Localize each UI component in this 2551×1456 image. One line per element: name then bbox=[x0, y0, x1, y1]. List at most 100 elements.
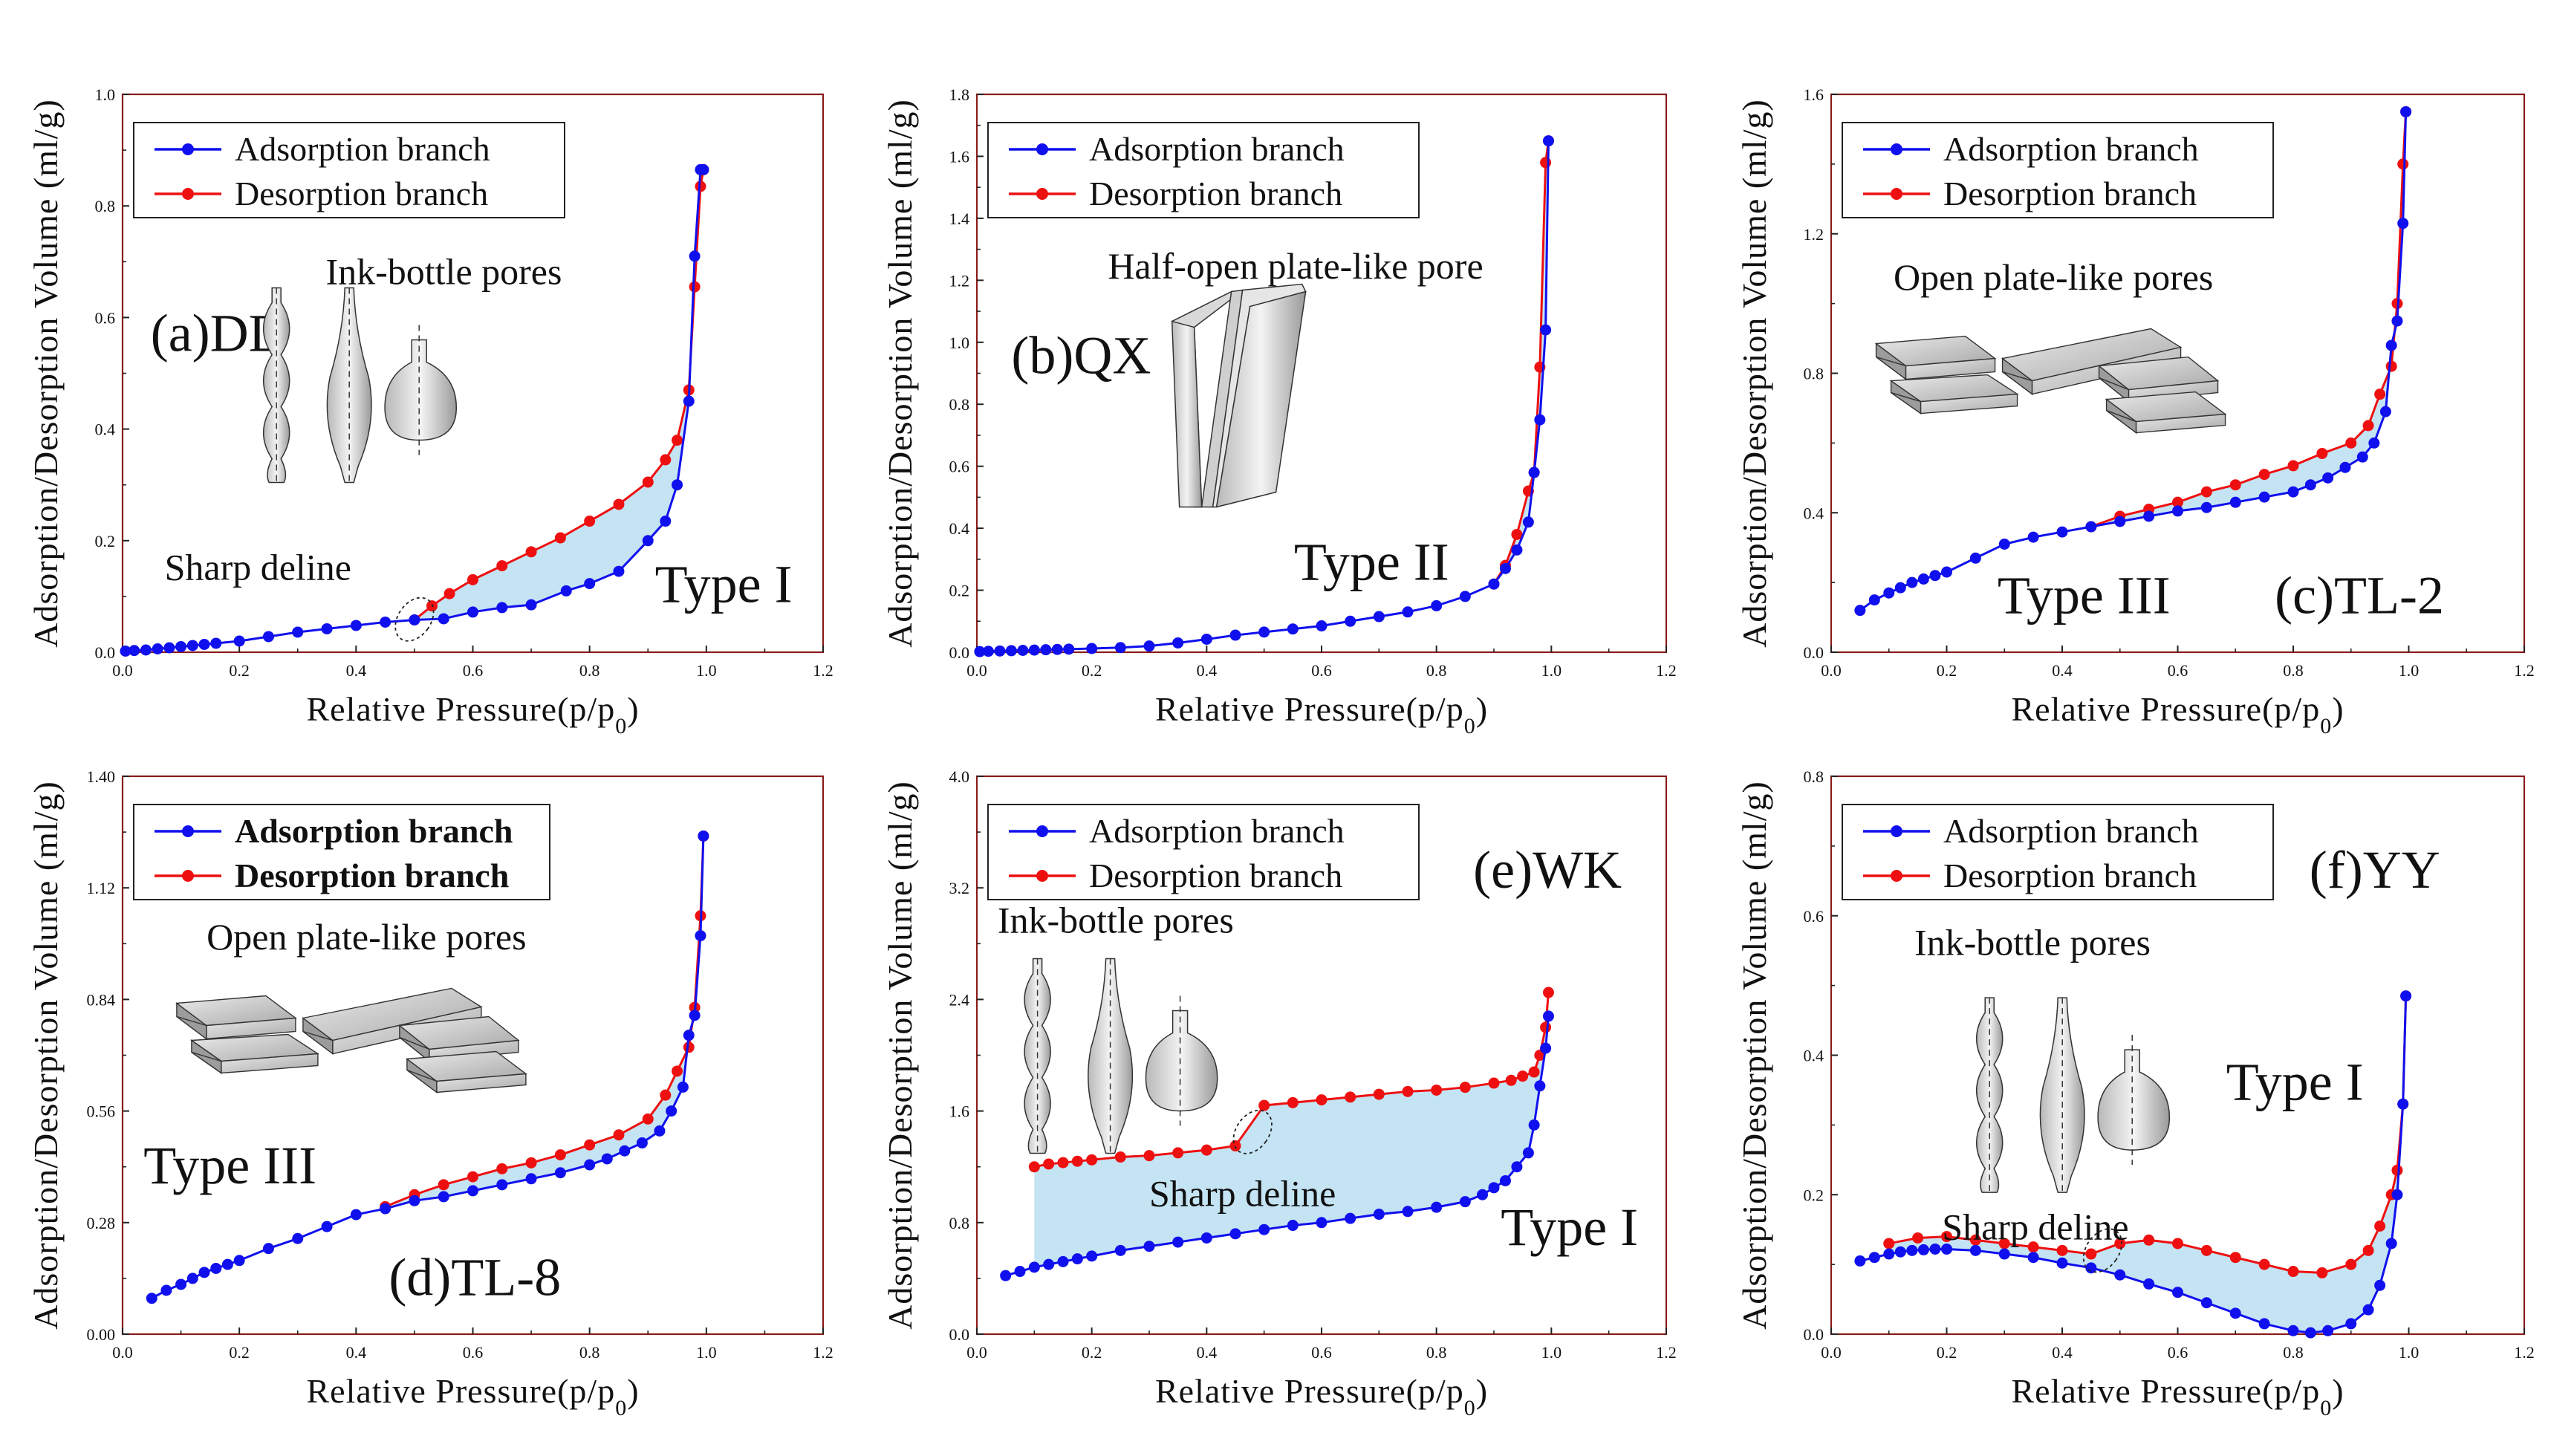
adsorption-point bbox=[2304, 1327, 2316, 1339]
desorption-point bbox=[2287, 1266, 2299, 1278]
legend-swatch-marker bbox=[1036, 825, 1048, 837]
pore-type-label: Open plate-like pores bbox=[207, 916, 526, 958]
isotherm-type-label: Type I bbox=[1501, 1197, 1638, 1257]
adsorption-point bbox=[1373, 611, 1385, 623]
desorption-point bbox=[2258, 469, 2270, 481]
adsorption-point bbox=[1540, 324, 1552, 336]
isotherm-type-label: Type II bbox=[1294, 532, 1449, 591]
adsorption-point bbox=[1854, 605, 1866, 617]
adsorption-point bbox=[1345, 1212, 1356, 1224]
desorption-point bbox=[1883, 1238, 1895, 1249]
adsorption-point bbox=[1057, 1255, 1069, 1267]
desorption-point bbox=[1057, 1157, 1069, 1169]
adsorption-point bbox=[1028, 644, 1040, 656]
adsorption-point bbox=[2339, 461, 2351, 473]
adsorption-point bbox=[2379, 406, 2391, 417]
adsorption-point bbox=[554, 1167, 566, 1179]
adsorption-point bbox=[1906, 576, 1918, 588]
x-tick-label: 0.8 bbox=[1426, 1343, 1447, 1362]
adsorption-point bbox=[2143, 510, 2155, 522]
adsorption-point bbox=[601, 1153, 613, 1165]
adsorption-point bbox=[695, 930, 706, 942]
adsorption-point bbox=[584, 1159, 596, 1171]
y-tick-label: 0.2 bbox=[1804, 1186, 1824, 1204]
x-tick-label: 1.2 bbox=[1656, 1343, 1677, 1362]
desorption-point bbox=[642, 476, 654, 488]
desorption-point bbox=[1316, 1094, 1328, 1106]
y-tick-label: 1.12 bbox=[87, 879, 116, 897]
desorption-point bbox=[2027, 1241, 2039, 1253]
adsorption-point bbox=[262, 631, 274, 643]
legend-entry: Adsorption branch bbox=[1943, 812, 2199, 850]
x-tick-label: 1.0 bbox=[2399, 1343, 2420, 1362]
y-axis-label: Adsorption/Desorption Volume (ml/g) bbox=[27, 781, 65, 1330]
x-tick-label: 0.2 bbox=[1937, 661, 1957, 680]
adsorption-point bbox=[1086, 643, 1098, 654]
legend-box bbox=[133, 122, 565, 218]
adsorption-point bbox=[689, 1010, 701, 1021]
x-tick-label: 0.6 bbox=[463, 1343, 484, 1362]
x-tick-label: 0.4 bbox=[346, 1343, 367, 1362]
panel-b: 0.0 0.2 0.4 0.6 0.8 1.0 1.2 0.0 0.2 0.4 0.6 0.8 1.0 1… bbox=[881, 85, 1677, 738]
desorption-point bbox=[1998, 1238, 2010, 1249]
legend-box bbox=[133, 804, 550, 900]
y-tick-label: 1.2 bbox=[1804, 225, 1824, 244]
adsorption-point bbox=[1229, 1228, 1241, 1240]
desorption-point bbox=[1043, 1158, 1055, 1170]
adsorption-point bbox=[262, 1243, 274, 1255]
adsorption-point bbox=[1868, 594, 1880, 606]
adsorption-point bbox=[129, 645, 140, 657]
open-plate-pores-icon bbox=[1874, 328, 2227, 434]
x-tick-label: 1.0 bbox=[1541, 661, 1562, 680]
isotherm-type-label: Type III bbox=[143, 1136, 316, 1195]
y-tick-label: 3.2 bbox=[949, 879, 970, 897]
desorption-point bbox=[1528, 1066, 1540, 1078]
desorption-point bbox=[1540, 1021, 1552, 1033]
adsorption-point bbox=[672, 479, 683, 491]
adsorption-point bbox=[2200, 501, 2212, 513]
legend-box bbox=[987, 122, 1420, 218]
x-tick-label: 0.4 bbox=[1197, 661, 1218, 680]
legend-swatch-marker bbox=[1036, 143, 1048, 155]
x-tick-label: 0.8 bbox=[2283, 1343, 2304, 1362]
adsorption-point bbox=[321, 623, 333, 634]
x-tick-label: 0.0 bbox=[112, 661, 133, 680]
adsorption-point bbox=[1316, 620, 1328, 632]
desorption-point bbox=[2200, 486, 2212, 498]
y-tick-label: 0.0 bbox=[949, 1325, 970, 1344]
adsorption-point bbox=[221, 1258, 233, 1270]
adsorption-point bbox=[233, 635, 245, 647]
y-tick-label: 1.0 bbox=[949, 334, 970, 352]
adsorption-point bbox=[1941, 1243, 1952, 1255]
desorption-point bbox=[660, 1089, 672, 1101]
panel-label: (b)QX bbox=[1011, 326, 1151, 386]
y-tick-label: 0.6 bbox=[1804, 907, 1824, 926]
desorption-point bbox=[467, 1171, 478, 1183]
x-tick-label: 1.0 bbox=[696, 1343, 717, 1362]
adsorption-point bbox=[1287, 1220, 1299, 1232]
hysteresis-area bbox=[1034, 992, 1549, 1267]
x-axis-label: Relative Pressure(p/p0) bbox=[306, 690, 639, 738]
desorption-point bbox=[1373, 1088, 1385, 1100]
desorption-point bbox=[1402, 1085, 1414, 1097]
y-tick-label: 1.8 bbox=[949, 85, 970, 104]
x-tick-label: 1.2 bbox=[2514, 1343, 2535, 1362]
adsorption-point bbox=[198, 1267, 210, 1278]
y-tick-label: 0.8 bbox=[1804, 365, 1824, 383]
adsorption-point bbox=[1143, 640, 1155, 652]
legend-swatch-marker bbox=[182, 143, 194, 155]
adsorption-point bbox=[982, 646, 994, 657]
adsorption-point bbox=[467, 1185, 478, 1197]
adsorption-point bbox=[1894, 582, 1906, 594]
desorption-point bbox=[438, 1179, 449, 1191]
adsorption-point bbox=[1883, 1248, 1895, 1260]
desorption-point bbox=[1542, 987, 1554, 998]
pore-type-label: Open plate-like pores bbox=[1894, 256, 2213, 298]
adsorption-point bbox=[1200, 633, 1212, 645]
adsorption-point bbox=[2085, 521, 2097, 533]
adsorption-point bbox=[2374, 1279, 2386, 1291]
legend-entry: Desorption branch bbox=[1943, 175, 2197, 212]
legend-entry: Desorption branch bbox=[235, 175, 488, 212]
adsorption-point bbox=[1540, 1042, 1552, 1054]
adsorption-point bbox=[163, 642, 175, 654]
